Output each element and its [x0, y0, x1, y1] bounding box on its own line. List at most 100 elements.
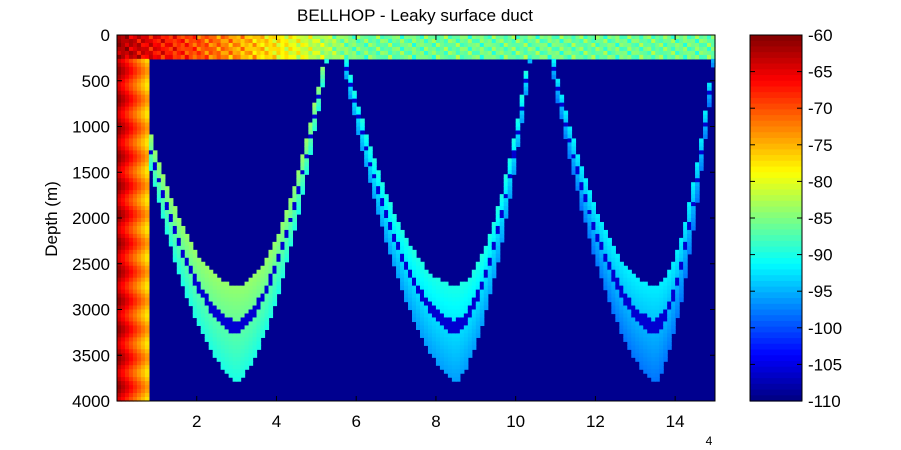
heatmap-cell	[117, 90, 122, 96]
heatmap-cell	[140, 158, 146, 163]
heatmap-cell	[124, 285, 130, 291]
heatmap-cell	[631, 297, 636, 303]
heatmap-cell	[659, 54, 664, 60]
heatmap-cell	[372, 170, 377, 175]
heatmap-cell	[224, 317, 230, 323]
heatmap-cell	[220, 325, 226, 330]
heatmap-cell	[447, 285, 453, 291]
heatmap-cell	[296, 35, 301, 40]
heatmap-cell	[136, 50, 142, 56]
heatmap-cell	[292, 50, 297, 56]
heatmap-cell	[228, 35, 234, 40]
heatmap-cell	[132, 261, 138, 267]
heatmap-cell	[619, 46, 624, 52]
heatmap-cell	[132, 174, 138, 179]
heatmap-cell	[503, 182, 509, 187]
heatmap-cell	[495, 257, 501, 263]
heatmap-cell	[691, 186, 696, 191]
heatmap-cell	[443, 293, 449, 299]
heatmap-cell	[188, 257, 194, 263]
heatmap-cell	[196, 46, 202, 52]
heatmap-cell	[312, 54, 317, 60]
heatmap-cell	[192, 305, 198, 311]
heatmap-cell	[260, 35, 266, 40]
heatmap-cell	[547, 54, 553, 60]
heatmap-cell	[124, 357, 130, 362]
heatmap-cell	[615, 46, 620, 52]
heatmap-cell	[651, 333, 656, 338]
heatmap-cell	[120, 273, 126, 279]
heatmap-cell	[288, 229, 294, 235]
heatmap-cell	[451, 46, 457, 52]
heatmap-cell	[408, 257, 413, 263]
heatmap-cell	[376, 174, 381, 179]
heatmap-cell	[232, 341, 238, 346]
heatmap-cell	[232, 325, 238, 330]
heatmap-cell	[599, 257, 604, 263]
heatmap-cell	[144, 381, 150, 386]
heatmap-cell	[136, 337, 142, 342]
heatmap-cell	[180, 281, 186, 287]
heatmap-cell	[463, 54, 469, 60]
heatmap-cell	[136, 118, 142, 124]
heatmap-cell	[252, 301, 258, 307]
heatmap-cell	[471, 325, 477, 330]
heatmap-cell	[459, 35, 465, 40]
heatmap-cell	[404, 281, 409, 287]
heatmap-cell	[431, 301, 437, 307]
heatmap-cell	[603, 277, 608, 283]
heatmap-cell	[527, 50, 533, 56]
heatmap-cell	[623, 333, 628, 338]
heatmap-cell	[687, 214, 692, 219]
heatmap-cell	[144, 353, 150, 358]
heatmap-cell	[356, 50, 361, 56]
heatmap-cell	[120, 357, 126, 362]
heatmap-cell	[487, 245, 493, 251]
heatmap-cell	[256, 42, 262, 48]
heatmap-cell	[663, 313, 668, 319]
heatmap-cell	[216, 337, 222, 342]
heatmap-cell	[140, 293, 146, 299]
heatmap-cell	[148, 50, 154, 56]
heatmap-cell	[655, 329, 660, 334]
heatmap-cell	[499, 54, 505, 60]
heatmap-cell	[675, 257, 680, 263]
heatmap-cell	[120, 174, 126, 179]
heatmap-cell	[120, 162, 126, 167]
heatmap-cell	[132, 337, 138, 342]
heatmap-cell	[683, 257, 688, 263]
heatmap-cell	[435, 289, 441, 295]
heatmap-cell	[228, 50, 234, 56]
heatmap-cell	[140, 245, 146, 251]
heatmap-cell	[216, 345, 222, 350]
heatmap-cell	[240, 369, 246, 374]
heatmap-cell	[180, 225, 186, 231]
heatmap-cell	[467, 297, 473, 303]
heatmap-cell	[579, 38, 585, 44]
heatmap-cell	[412, 289, 417, 295]
heatmap-cell	[447, 333, 453, 338]
heatmap-cell	[635, 281, 640, 287]
heatmap-cell	[703, 122, 708, 128]
heatmap-cell	[300, 38, 305, 44]
heatmap-cell	[120, 146, 126, 151]
heatmap-cell	[408, 305, 413, 311]
heatmap-cell	[479, 305, 485, 311]
heatmap-cell	[320, 70, 325, 76]
heatmap-cell	[643, 46, 648, 52]
heatmap-cell	[132, 210, 138, 215]
heatmap-cell	[659, 365, 664, 370]
heatmap-cell	[208, 333, 214, 338]
colorbar: -60-65-70-75-80-85-90-95-100-105-110	[749, 26, 842, 411]
heatmap-cell	[551, 50, 557, 56]
heatmap-cell	[132, 349, 138, 354]
heatmap-cell	[128, 293, 134, 299]
heatmap-cell	[132, 122, 138, 128]
colorbar-tick-label: -110	[808, 392, 841, 411]
heatmap-cell	[439, 305, 445, 311]
heatmap-cell	[471, 313, 477, 319]
heatmap-cell	[220, 305, 226, 311]
heatmap-cell	[128, 98, 134, 104]
heatmap-cell	[144, 289, 150, 295]
heatmap-cell	[244, 305, 250, 311]
